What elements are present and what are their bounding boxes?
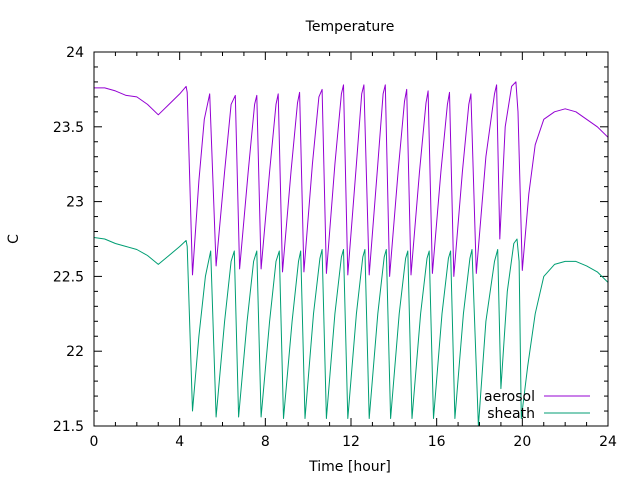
- x-axis-label: Time [hour]: [308, 459, 391, 475]
- minor-ticks: [94, 52, 608, 426]
- x-tick-label: 16: [428, 434, 446, 450]
- series-line-sheath: [94, 237, 608, 426]
- x-tick-label: 24: [599, 434, 617, 450]
- y-tick-label: 22.5: [53, 269, 84, 285]
- chart-title: Temperature: [305, 19, 395, 35]
- legend-label-sheath: sheath: [487, 406, 535, 422]
- y-axis-label: C: [6, 234, 22, 244]
- y-tick-label: 23: [66, 195, 84, 211]
- y-tick-label: 24: [66, 45, 84, 61]
- y-tick-label: 21.5: [53, 419, 84, 435]
- x-tick-labels: 0 4 8 12 16 20 24: [90, 434, 617, 450]
- x-tick-label: 4: [175, 434, 184, 450]
- y-tick-label: 22: [66, 344, 84, 360]
- series-lines: [94, 81, 608, 426]
- x-tick-label: 12: [342, 434, 360, 450]
- legend-label-aerosol: aerosol: [484, 389, 535, 405]
- x-tick-label: 20: [513, 434, 531, 450]
- series-line-aerosol: [94, 81, 608, 277]
- x-tick-label: 8: [261, 434, 270, 450]
- x-tick-label: 0: [90, 434, 99, 450]
- plot-frame: [93, 51, 609, 427]
- y-tick-label: 23.5: [53, 120, 84, 136]
- y-tick-labels: 21.5 22 22.5 23 23.5 24: [53, 45, 84, 435]
